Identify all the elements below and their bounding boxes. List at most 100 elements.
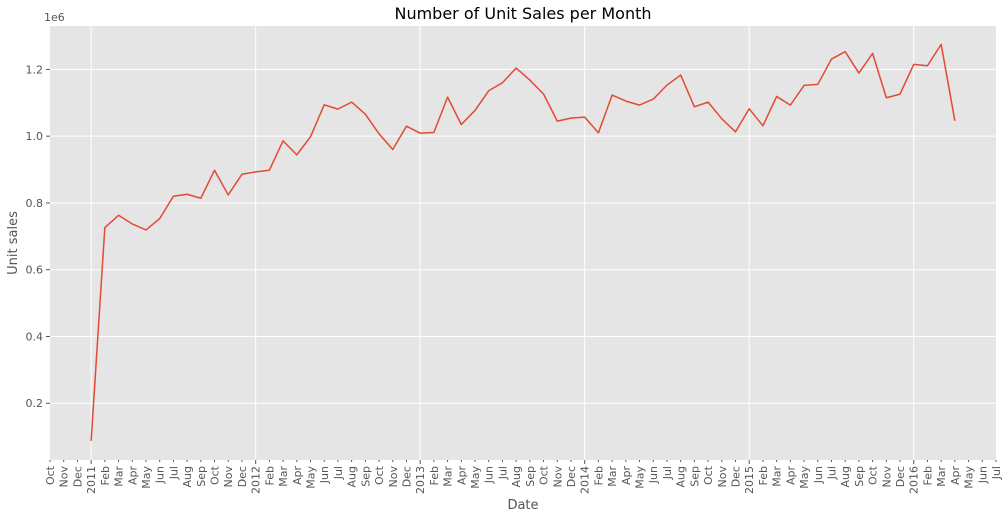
- data-point: [227, 193, 230, 196]
- data-point: [405, 125, 408, 128]
- x-tick-label: Feb: [99, 466, 112, 485]
- x-tick-label: Nov: [58, 466, 71, 488]
- data-point: [556, 120, 559, 123]
- data-point: [432, 131, 435, 134]
- horizontal-gridlines: [50, 68, 996, 404]
- data-point: [720, 117, 723, 120]
- y-tick-label: 0.8: [26, 197, 44, 210]
- data-point: [323, 103, 326, 106]
- x-tick-label: Sep: [688, 466, 701, 487]
- data-point: [734, 130, 737, 133]
- y-axis-offset-text: 1e6: [44, 11, 65, 24]
- x-tick-label: Feb: [592, 466, 605, 485]
- x-tick-label: Oct: [209, 465, 222, 485]
- data-point: [446, 96, 449, 99]
- chart-title: Number of Unit Sales per Month: [394, 4, 651, 23]
- x-tick-label: Mar: [113, 466, 126, 487]
- x-tick-label: 2015: [743, 466, 756, 494]
- x-tick-label: Aug: [181, 466, 194, 487]
- data-point: [364, 113, 367, 116]
- data-point: [583, 116, 586, 119]
- data-point: [199, 197, 202, 200]
- data-point: [419, 132, 422, 135]
- x-tick-label: May: [963, 466, 976, 489]
- data-point: [899, 93, 902, 96]
- data-point: [940, 43, 943, 46]
- x-tick-label: Mar: [606, 466, 619, 487]
- data-point: [186, 193, 189, 196]
- data-point: [295, 153, 298, 156]
- y-tick-label: 0.4: [26, 330, 44, 343]
- x-tick-label: 2012: [250, 466, 263, 494]
- x-tick-label: Jun: [976, 466, 989, 484]
- x-tick-label: Apr: [784, 466, 797, 486]
- x-tick-label: Oct: [867, 465, 880, 485]
- data-point: [542, 93, 545, 96]
- x-tick-label: Apr: [620, 466, 633, 486]
- data-point: [254, 170, 257, 173]
- data-point: [103, 226, 106, 229]
- y-axis-ticks: 0.2 0.4 0.6 0.8 1.0 1.2: [26, 63, 50, 410]
- x-tick-label: Oct: [373, 465, 386, 485]
- data-point: [748, 107, 751, 110]
- x-tick-label: May: [469, 466, 482, 489]
- data-point: [144, 228, 147, 231]
- x-tick-label: Feb: [428, 466, 441, 485]
- data-point: [693, 105, 696, 108]
- x-tick-label: 2014: [579, 466, 592, 494]
- x-tick-label: Feb: [757, 466, 770, 485]
- data-point: [282, 139, 285, 142]
- y-tick-label: 1.0: [26, 130, 44, 143]
- x-tick-label: Mar: [771, 466, 784, 487]
- data-point: [501, 81, 504, 84]
- data-point: [926, 64, 929, 67]
- x-tick-label: Jul: [167, 466, 180, 480]
- data-point: [90, 439, 93, 442]
- x-tick-label: Jun: [154, 466, 167, 484]
- vertical-gridlines: [90, 26, 915, 460]
- x-tick-label: Jul: [496, 466, 509, 480]
- data-point: [857, 72, 860, 75]
- x-tick-label: Oct: [44, 465, 57, 485]
- x-tick-label: 2013: [414, 466, 427, 494]
- x-tick-label: Mar: [935, 466, 948, 487]
- x-tick-label: Aug: [346, 466, 359, 487]
- data-point: [240, 173, 243, 176]
- x-tick-label: Mar: [442, 466, 455, 487]
- x-tick-label: Oct: [538, 465, 551, 485]
- x-tick-label: Dec: [565, 466, 578, 487]
- x-tick-label: Oct: [702, 465, 715, 485]
- x-tick-label: Mar: [277, 466, 290, 487]
- x-tick-label: Sep: [524, 466, 537, 487]
- data-point: [775, 95, 778, 98]
- x-tick-label: Jun: [812, 466, 825, 484]
- x-tick-label: Sep: [853, 466, 866, 487]
- data-point: [158, 217, 161, 220]
- data-point: [816, 83, 819, 86]
- x-tick-label: 2011: [85, 466, 98, 494]
- x-tick-label: Dec: [236, 466, 249, 487]
- data-point: [638, 104, 641, 107]
- x-tick-label: Apr: [126, 466, 139, 486]
- data-point: [679, 74, 682, 77]
- data-point: [213, 169, 216, 172]
- x-tick-label: Apr: [291, 466, 304, 486]
- x-tick-label: Dec: [71, 466, 84, 487]
- x-axis-label: Date: [507, 498, 538, 513]
- y-axis-label: Unit sales: [6, 211, 21, 275]
- data-point: [844, 50, 847, 53]
- data-point: [350, 101, 353, 104]
- x-tick-label: Apr: [455, 466, 468, 486]
- x-tick-label: Jul: [825, 466, 838, 480]
- x-tick-label: Jul: [661, 466, 674, 480]
- x-tick-label: Feb: [263, 466, 276, 485]
- x-tick-label: Jun: [647, 466, 660, 484]
- x-tick-label: May: [304, 466, 317, 489]
- data-point: [378, 132, 381, 135]
- x-tick-label: Dec: [730, 466, 743, 487]
- data-point: [912, 63, 915, 66]
- y-tick-label: 0.6: [26, 264, 44, 277]
- data-point: [885, 96, 888, 99]
- data-point: [611, 94, 614, 97]
- data-point: [803, 84, 806, 87]
